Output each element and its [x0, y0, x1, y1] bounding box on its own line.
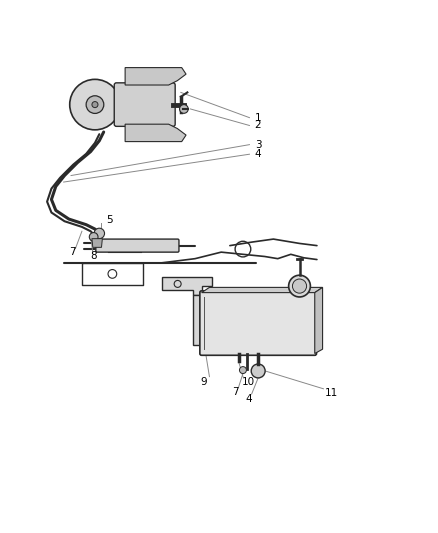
Text: 1: 1 [254, 112, 261, 123]
Polygon shape [315, 287, 322, 353]
Circle shape [289, 275, 311, 297]
Text: 3: 3 [254, 140, 261, 150]
FancyBboxPatch shape [200, 291, 317, 356]
Text: 5: 5 [106, 215, 113, 225]
Text: 8: 8 [91, 252, 97, 262]
Polygon shape [162, 277, 212, 295]
Circle shape [240, 367, 247, 374]
Circle shape [86, 96, 104, 114]
Circle shape [251, 364, 265, 378]
Circle shape [94, 228, 105, 239]
Text: 11: 11 [324, 387, 338, 398]
Circle shape [92, 102, 98, 108]
Polygon shape [193, 295, 201, 345]
Polygon shape [201, 287, 322, 293]
Circle shape [180, 104, 188, 114]
Text: 10: 10 [242, 377, 255, 387]
Circle shape [89, 232, 98, 241]
Text: 4: 4 [245, 394, 252, 404]
Text: 2: 2 [254, 120, 261, 131]
FancyBboxPatch shape [114, 83, 175, 126]
FancyBboxPatch shape [96, 239, 179, 252]
Text: 7: 7 [69, 247, 75, 257]
Text: 7: 7 [232, 387, 238, 397]
Polygon shape [92, 239, 102, 247]
Text: 9: 9 [201, 377, 207, 387]
Circle shape [293, 279, 307, 293]
Text: 4: 4 [254, 149, 261, 159]
Circle shape [70, 79, 120, 130]
Polygon shape [125, 124, 186, 142]
Polygon shape [125, 68, 186, 85]
